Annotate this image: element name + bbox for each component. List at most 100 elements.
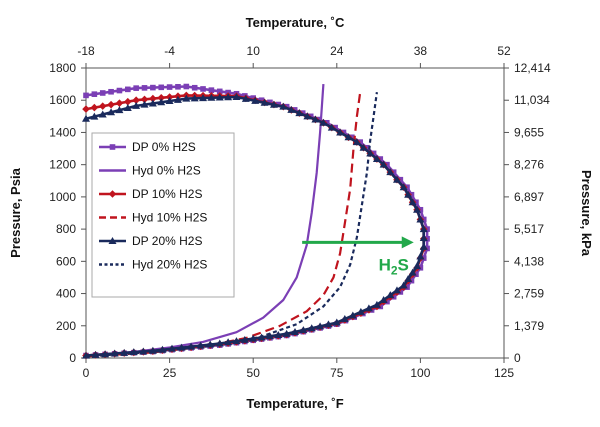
data-point	[90, 112, 99, 120]
data-point	[379, 160, 388, 168]
data-point	[124, 97, 132, 106]
y2-tick-label: 1,379	[514, 319, 544, 333]
data-point	[392, 286, 401, 294]
data-point	[133, 85, 139, 91]
data-point	[158, 84, 165, 91]
x2-tick-label: -4	[164, 44, 175, 58]
data-point	[98, 110, 107, 118]
data-point	[215, 93, 224, 101]
y-tick-label: 1400	[49, 125, 76, 139]
data-point	[416, 252, 425, 260]
x-tick-label: 0	[83, 366, 90, 380]
data-point	[241, 94, 250, 102]
data-point	[269, 100, 278, 108]
y2-tick-label: 4,138	[514, 254, 544, 268]
data-point	[148, 99, 157, 107]
data-point	[282, 329, 291, 337]
legend-item: Hyd 0% H2S	[99, 164, 201, 178]
data-point	[82, 105, 90, 113]
y-tick-label: 600	[56, 254, 76, 268]
y-tick-label: 1000	[49, 190, 76, 204]
data-point	[404, 275, 413, 283]
legend-label: DP 10% H2S	[132, 187, 202, 201]
y-tick-label: 1800	[49, 61, 76, 75]
x2-tick-label: 52	[497, 44, 511, 58]
series-layer	[82, 83, 430, 360]
data-point	[191, 84, 198, 91]
y-tick-label: 0	[69, 351, 76, 365]
y2-tick-label: 6,897	[514, 190, 544, 204]
data-point	[115, 99, 124, 107]
data-point	[99, 90, 106, 96]
data-point	[299, 326, 308, 334]
x2-tick-label: 24	[330, 44, 344, 58]
data-point	[190, 94, 199, 102]
data-point	[107, 100, 115, 109]
data-point	[108, 88, 114, 95]
data-point	[372, 155, 381, 163]
data-point	[316, 322, 325, 330]
data-point	[419, 242, 428, 250]
data-point	[116, 87, 123, 94]
x-tick-label: 25	[163, 366, 177, 380]
x-axis-title: Temperature, ˚F	[246, 396, 343, 411]
data-point	[379, 296, 388, 303]
data-point	[303, 112, 312, 120]
data-point	[82, 114, 90, 122]
data-point	[224, 93, 233, 101]
legend-box	[91, 132, 235, 298]
series-hyd-10-h2s	[85, 92, 362, 358]
data-point	[150, 84, 156, 91]
h2s-label: H2S	[379, 255, 409, 277]
data-point	[319, 118, 328, 126]
legend-marker	[109, 144, 116, 150]
data-point	[175, 83, 181, 90]
data-point	[359, 143, 368, 151]
data-point	[340, 315, 349, 323]
legend-item: Hyd 20% H2S	[99, 258, 207, 272]
data-point	[311, 115, 320, 123]
y-tick-label: 800	[56, 222, 76, 236]
series-line	[85, 92, 378, 358]
data-point	[413, 262, 422, 270]
y-tick-label: 400	[56, 287, 76, 301]
data-point	[260, 98, 269, 106]
data-point	[404, 190, 413, 198]
data-point	[208, 87, 215, 93]
x2-tick-label: -18	[77, 44, 95, 58]
legend-item: DP 20% H2S	[99, 234, 202, 248]
legend-item: DP 0% H2S	[99, 140, 196, 154]
y2-tick-label: 11,034	[514, 93, 550, 107]
data-point	[183, 83, 190, 90]
data-point	[258, 97, 265, 104]
x2-axis-title: Temperature, ˚C	[246, 15, 345, 30]
data-point	[399, 281, 408, 289]
legend-label: Hyd 20% H2S	[132, 258, 207, 272]
data-point	[327, 123, 336, 131]
legend-item: DP 10% H2S	[99, 187, 202, 201]
data-point	[307, 324, 316, 332]
y2-tick-label: 8,276	[514, 158, 544, 172]
data-point	[265, 332, 274, 340]
x-tick-label: 125	[494, 366, 514, 380]
x2-tick-label: 10	[247, 44, 261, 58]
series-line	[85, 84, 325, 358]
x-tick-label: 50	[247, 366, 261, 380]
data-point	[251, 96, 260, 104]
legend-label: DP 20% H2S	[132, 234, 202, 248]
y2-tick-label: 0	[514, 351, 521, 365]
data-point	[83, 92, 89, 99]
data-point	[408, 268, 417, 276]
data-point	[149, 94, 157, 103]
data-point	[199, 94, 208, 102]
legend-label: DP 0% H2S	[132, 140, 196, 154]
y2-tick-label: 9,655	[514, 125, 544, 139]
data-point	[399, 183, 408, 191]
series-line	[85, 92, 362, 358]
legend-marker	[108, 190, 117, 198]
data-point	[216, 88, 223, 95]
data-point	[123, 104, 132, 112]
data-point	[107, 108, 116, 116]
